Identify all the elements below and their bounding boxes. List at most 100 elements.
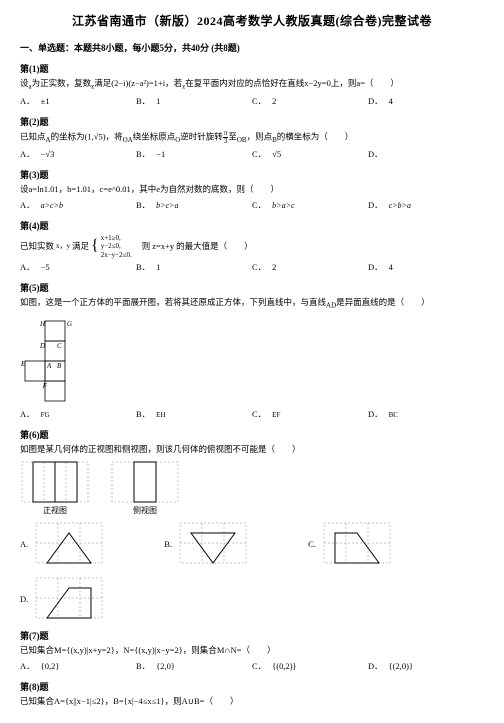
q4-t4: 的最大值是（ ） [176, 240, 253, 254]
q8-a: A={x||x−1|≤2} [54, 696, 105, 706]
q1-A-label: A． [20, 95, 35, 107]
q3-D-label: D． [368, 199, 383, 211]
q6-A-label: A. [20, 539, 28, 549]
q2-t8: 的横坐标为（ ） [277, 131, 354, 141]
q5-lbl-G: G [67, 320, 72, 328]
q7-B-label: B． [136, 660, 150, 672]
q3-t1: 设 [20, 184, 29, 194]
q4-C: 2 [272, 262, 276, 272]
q5-lbl-E: E [20, 360, 26, 368]
q3-A-label: A． [20, 199, 35, 211]
q5-B: EH [156, 411, 165, 419]
q7-n: N={(x,y)|x−y=2} [123, 645, 182, 655]
q3-c2: ， [91, 184, 100, 194]
q4-text: 已知实数x，y满足 { x+1≥0, y−2≤0, 2x−y−2≤0. 则z=x… [20, 234, 484, 259]
q2-D-label: D． [368, 148, 383, 160]
q1-B-label: B． [136, 95, 150, 107]
q4-num: 第(4)题 [20, 219, 484, 232]
q2-coord: (1,√5) [85, 131, 106, 141]
q1-tail: a=（ ） [356, 78, 399, 88]
q1-t4: ，若 [165, 78, 182, 88]
q1-t2: 为正实数，复数 [32, 78, 92, 88]
q1-text: 设a为正实数，复数z满足(2−i)(z−a²)=1+i，若z在复平面内对应的点恰… [20, 77, 484, 93]
q5-lbl-A: A [46, 362, 52, 370]
q5-A: FG [41, 411, 50, 419]
q5-t2: 是异面直线的是（ ） [336, 297, 430, 307]
q6-front-view: 正视图 [20, 460, 90, 515]
q4-sys: x+1≥0, y−2≤0, 2x−y−2≤0. [101, 234, 132, 259]
q1-D: 4 [389, 96, 393, 106]
q6-side-view: 侧视图 [110, 460, 180, 515]
q2-A: −√3 [41, 149, 55, 159]
q1-eq: (2−i)(z−a²)=1+i [111, 78, 165, 88]
q8-c2: ，则 [165, 696, 182, 706]
q3-c1: ， [59, 184, 68, 194]
q2-B: −1 [156, 149, 165, 159]
q8-num: 第(8)题 [20, 680, 484, 693]
q3-A: a>c>b [41, 201, 63, 210]
q1-D-label: D． [368, 95, 383, 107]
q2-t5: 逆时针旋转 [180, 131, 223, 141]
q7-c2: ，则集合 [183, 645, 217, 655]
q6-num: 第(6)题 [20, 428, 484, 441]
q8-ab: A∪B= [182, 696, 205, 706]
q2-C-label: C． [252, 148, 266, 160]
q5-lbl-H: H [39, 320, 46, 328]
q1-B: 1 [156, 96, 160, 106]
q5-C-label: C． [252, 408, 266, 420]
q5-ad: AD [326, 302, 336, 310]
q1-num: 第(1)题 [20, 62, 484, 75]
q6-opt-A: A. [20, 521, 104, 566]
q4-brace: { [91, 242, 99, 250]
q6-D-label: D. [20, 594, 28, 604]
q5-B-label: B． [136, 408, 150, 420]
q2-t4: 绕坐标原点 [133, 131, 176, 141]
q6-opt-B: B. [164, 521, 248, 566]
q6-options: A. B. C. D. [20, 521, 484, 621]
q5-lbl-D: D [39, 342, 45, 350]
q7-C-label: C． [252, 660, 266, 672]
q1-C: 2 [272, 96, 276, 106]
q1-t5: 在复平面内对应的点恰好在直线 [185, 78, 304, 88]
q7-D-label: D． [368, 660, 383, 672]
q2-options: A．−√3 B．−1 C．√5 D． [20, 148, 484, 160]
q5-lbl-C: C [57, 342, 62, 350]
q1-line: x−2y=0 [304, 78, 331, 88]
q4-D-label: D． [368, 261, 383, 273]
q4-D: 4 [389, 262, 393, 272]
page-title: 江苏省南通市（新版）2024高考数学人教版真题(综合卷)完整试卷 [20, 12, 484, 29]
q3-C-label: C． [252, 199, 266, 211]
q2-ob: OB [237, 136, 247, 144]
q6-opt-C: C. [308, 521, 392, 566]
q6-views: 正视图 侧视图 [20, 460, 484, 515]
q2-B-label: B． [136, 148, 150, 160]
q5-t1: 如图，这是一个正方体的平面展开图，若将其还原成正方体，下列直线中，与直线 [20, 297, 326, 307]
q2-C: √5 [272, 149, 281, 159]
q7-mn: M∩N= [217, 645, 242, 655]
q7-m: M={(x,y)|x+y=2} [54, 645, 115, 655]
q8-c1: ， [105, 696, 114, 706]
q6-opt-D: D. [20, 576, 104, 621]
svg-text:F: F [42, 382, 48, 390]
q5-D-label: D． [368, 408, 383, 420]
q7-t1: 已知集合 [20, 645, 54, 655]
q3-text: 设a=ln1.01，b=1.01，c=e^0.01，其中e为自然对数的底数，则（… [20, 183, 484, 197]
q2-num: 第(2)题 [20, 115, 484, 128]
q5-text: 如图，这是一个正方体的平面展开图，若将其还原成正方体，下列直线中，与直线AD是异… [20, 296, 484, 312]
q4-t3: 则 [142, 240, 151, 254]
q7-options: A．{0,2} B．{2,0} C．{(0,2)} D．{(2,0)} [20, 660, 484, 672]
q8-b: B={x|−4≤x≤1} [113, 696, 164, 706]
q7-B: {2,0} [156, 661, 175, 671]
q4-sys1: x+1≥0, [101, 234, 121, 242]
q3-C: b>a>c [272, 201, 294, 210]
q7-num: 第(7)题 [20, 629, 484, 642]
q4-t1: 已知实数 [20, 240, 54, 254]
q4-B-label: B． [136, 261, 150, 273]
q2-t6: 至 [228, 131, 237, 141]
q3-D: c>b>a [389, 201, 411, 210]
q2-oa: OA [123, 136, 133, 144]
q6-B-label: B. [164, 539, 172, 549]
q5-A-label: A． [20, 408, 35, 420]
q3-eq2: b=1.01 [67, 184, 91, 194]
q3-num: 第(3)题 [20, 168, 484, 181]
